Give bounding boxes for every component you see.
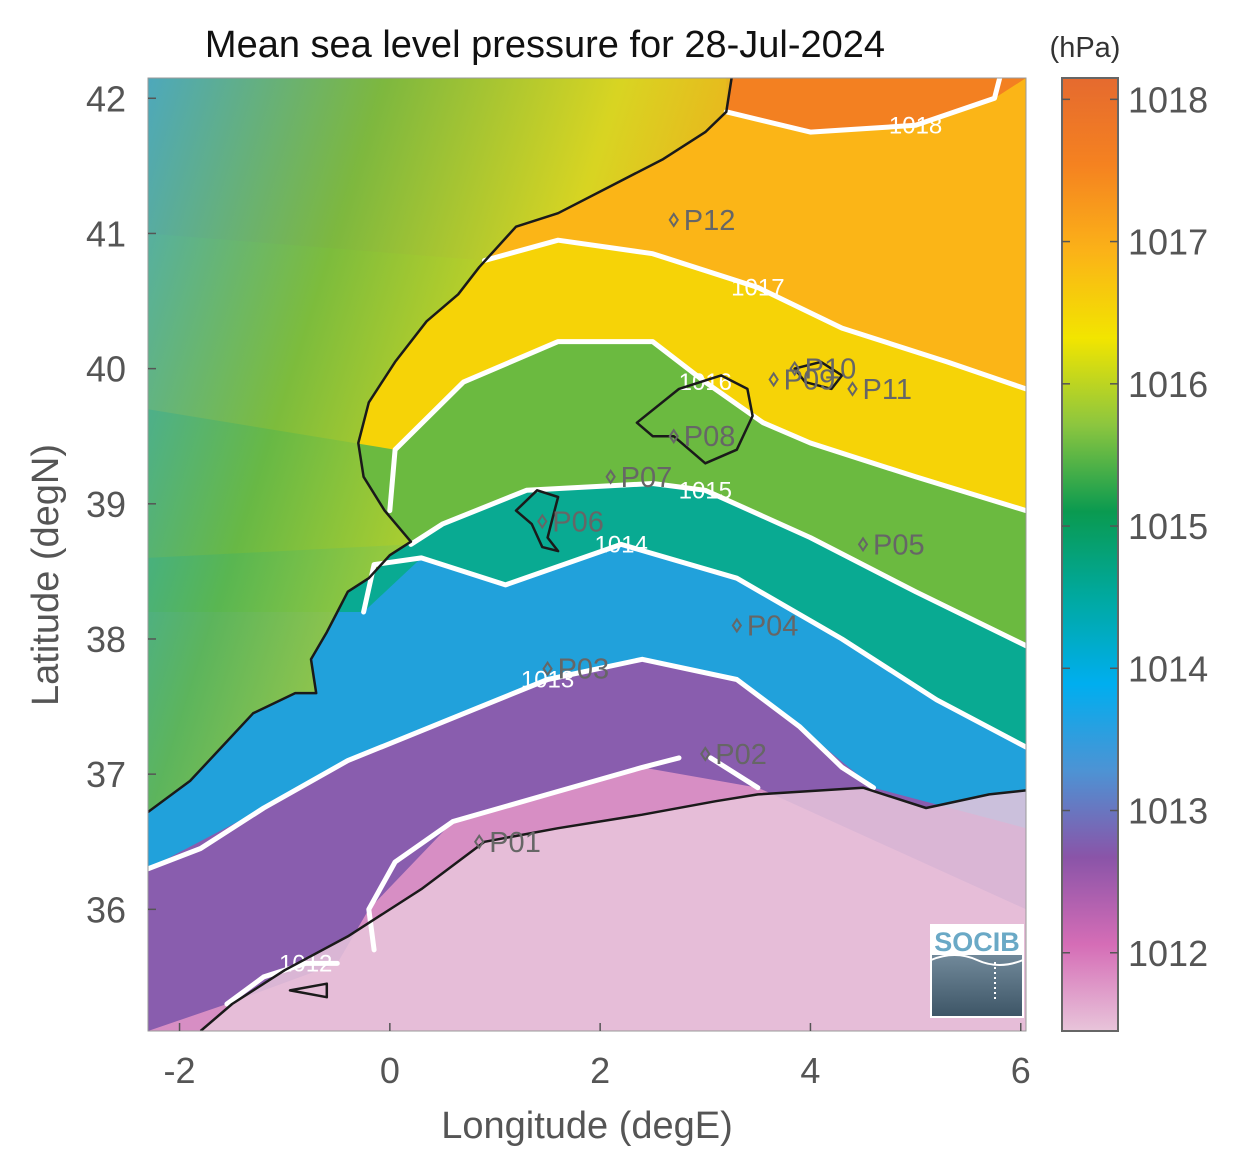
- station-p01: P01: [474, 827, 541, 859]
- station-marker: [474, 833, 485, 850]
- station-label: P11: [863, 374, 912, 406]
- station-label: P06: [552, 506, 604, 538]
- station-label: P02: [715, 739, 767, 771]
- station-label: P05: [873, 529, 925, 561]
- station-p07: P07: [605, 462, 673, 494]
- station-p03: P03: [542, 654, 610, 686]
- african-coastline: [199, 786, 1026, 1031]
- station-p02: P02: [700, 739, 767, 771]
- colorbar-tick-label: 1016: [1128, 364, 1208, 405]
- isobar-contours: 1012 1013 1014 1015 1016 1017 1018: [148, 78, 1026, 1007]
- coastline: [148, 78, 1026, 1031]
- station-p08: P08: [668, 421, 736, 453]
- colorbar-tick-label: 1014: [1128, 648, 1208, 689]
- station-marker: [668, 428, 679, 445]
- y-tick-label: 42: [86, 78, 126, 119]
- isobar-1012-line: [708, 755, 761, 791]
- station-label: P04: [747, 610, 799, 642]
- isobar-1018-label: 1018: [889, 112, 942, 139]
- y-tick-label: 39: [86, 484, 126, 525]
- isobar-1013-label: 1013: [521, 667, 574, 694]
- station-label: P03: [558, 654, 610, 686]
- station-marker: [731, 617, 743, 634]
- chart-title: Mean sea level pressure for 28-Jul-2024: [205, 24, 885, 66]
- isobar-1014-line: [361, 541, 1026, 750]
- y-tick-label: 37: [86, 754, 126, 795]
- y-tick-label: 40: [86, 349, 126, 390]
- colorbar-tick-label: 1013: [1128, 791, 1208, 832]
- colorbar: 1012 1013 1014 1015 1016 1017 1018 (hPa): [1050, 32, 1208, 1032]
- x-axis-title: Longitude (degE): [441, 1105, 733, 1147]
- isobar-1018-line: [723, 78, 1003, 135]
- isobar-1015-label: 1015: [679, 477, 732, 504]
- isobar-1016-label: 1016: [679, 369, 732, 396]
- station-marker: [605, 468, 616, 485]
- station-p10: P10: [789, 354, 857, 386]
- station-p04: P04: [731, 610, 799, 642]
- isobar-1016-line: [387, 339, 1026, 514]
- station-marker: [768, 371, 779, 388]
- station-p06: P06: [537, 506, 604, 538]
- colorbar-tick-label: 1017: [1128, 222, 1208, 263]
- station-label: P08: [684, 421, 736, 453]
- x-tick-label: 2: [590, 1050, 610, 1091]
- x-tick-label: 4: [800, 1050, 820, 1091]
- y-axis: 36 37 38 39 40 41 42: [86, 78, 156, 930]
- isobar-1013-line: [148, 656, 876, 872]
- x-axis: -2 0 2 4 6: [164, 1023, 1031, 1091]
- colorbar-units: (hPa): [1050, 32, 1121, 64]
- station-marker: [542, 660, 553, 677]
- isobar-1012-label: 1012: [279, 950, 332, 977]
- isobar-1017-label: 1017: [731, 275, 784, 302]
- colorbar-ticks: 1012 1013 1014 1015 1016 1017 1018: [1062, 79, 1208, 974]
- island-outline: [635, 374, 754, 465]
- plot-frame: [147, 77, 1027, 1032]
- station-marker: [789, 360, 800, 377]
- island-outline: [514, 489, 560, 553]
- x-tick-label: 0: [380, 1050, 400, 1091]
- isobar-1014-label: 1014: [594, 531, 647, 558]
- station-label: P07: [621, 462, 673, 494]
- island-outline: [288, 982, 329, 999]
- station-label: P12: [684, 205, 736, 237]
- land-overlay: [148, 78, 1026, 1031]
- isobar-1015-line: [408, 481, 1026, 649]
- station-p05: P05: [857, 529, 925, 561]
- station-p12: P12: [668, 205, 736, 237]
- y-tick-label: 41: [86, 213, 126, 254]
- colorbar-tick-label: 1018: [1128, 79, 1208, 120]
- y-tick-label: 36: [86, 889, 126, 930]
- isobar-1012-line: [366, 755, 682, 953]
- isobar-1017-line: [482, 237, 1026, 392]
- socib-logo-text: SOCIB: [934, 927, 1020, 957]
- iberian-coastline: [148, 78, 733, 814]
- colorbar-gradient: [1061, 77, 1119, 1032]
- x-tick-label: 6: [1011, 1050, 1031, 1091]
- station-marker: [857, 536, 869, 553]
- station-marker: [668, 212, 679, 228]
- y-tick-label: 38: [86, 619, 126, 660]
- station-label: P10: [805, 354, 857, 386]
- island-outline: [793, 360, 844, 391]
- colorbar-tick-label: 1015: [1128, 506, 1208, 547]
- x-tick-label: -2: [164, 1050, 196, 1091]
- station-marker: [537, 513, 548, 530]
- colorbar-tick-label: 1012: [1128, 933, 1208, 974]
- map-plot-area: 1012 1013 1014 1015 1016 1017 1018 P01 P02 P03 P0…: [148, 78, 1026, 1031]
- station-marker: [700, 746, 711, 762]
- station-p11: P11: [847, 374, 912, 406]
- y-axis-title: Latitude (degN): [25, 444, 67, 706]
- station-marker: [847, 381, 858, 397]
- station-label: P01: [489, 827, 541, 859]
- socib-logo: SOCIB: [930, 924, 1024, 1018]
